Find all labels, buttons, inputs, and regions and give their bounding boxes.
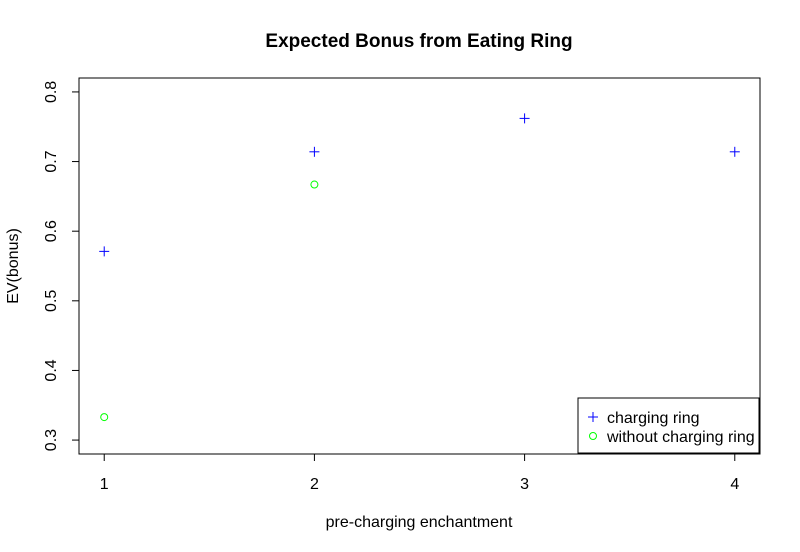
- x-axis: 1 2 3 4: [100, 453, 739, 493]
- data-marks: [99, 113, 740, 422]
- y-tick-label: 0.3: [43, 429, 60, 451]
- data-point-circle: [100, 413, 109, 422]
- data-point-circle: [310, 180, 319, 189]
- y-tick-label: 0.7: [43, 150, 60, 172]
- y-axis-label: EV(bonus): [5, 228, 22, 304]
- data-point-plus: [729, 146, 740, 157]
- x-axis-label: pre-charging enchantment: [326, 514, 513, 531]
- y-axis: 0.3 0.4 0.5 0.6 0.7 0.8: [43, 81, 80, 451]
- data-point-plus: [519, 113, 530, 124]
- legend-key-plus: [588, 412, 598, 422]
- x-tick-label: 3: [520, 476, 529, 493]
- data-point-plus: [309, 146, 320, 157]
- y-tick-label: 0.8: [43, 81, 60, 103]
- y-tick-label: 0.6: [43, 220, 60, 242]
- data-point-plus: [99, 246, 110, 257]
- chart-title: Expected Bonus from Eating Ring: [265, 31, 572, 52]
- legend-label-charging-ring: charging ring: [607, 410, 700, 427]
- x-tick-label: 4: [730, 476, 739, 493]
- y-tick-label: 0.4: [43, 359, 60, 381]
- x-tick-label: 1: [100, 476, 109, 493]
- y-tick-label: 0.5: [43, 290, 60, 312]
- x-tick-label: 2: [310, 476, 319, 493]
- legend-box: [577, 397, 760, 454]
- legend-label-without-charging-ring: without charging ring: [606, 429, 755, 446]
- legend: charging ring without charging ring: [577, 397, 760, 454]
- legend-key-circle: [589, 432, 597, 440]
